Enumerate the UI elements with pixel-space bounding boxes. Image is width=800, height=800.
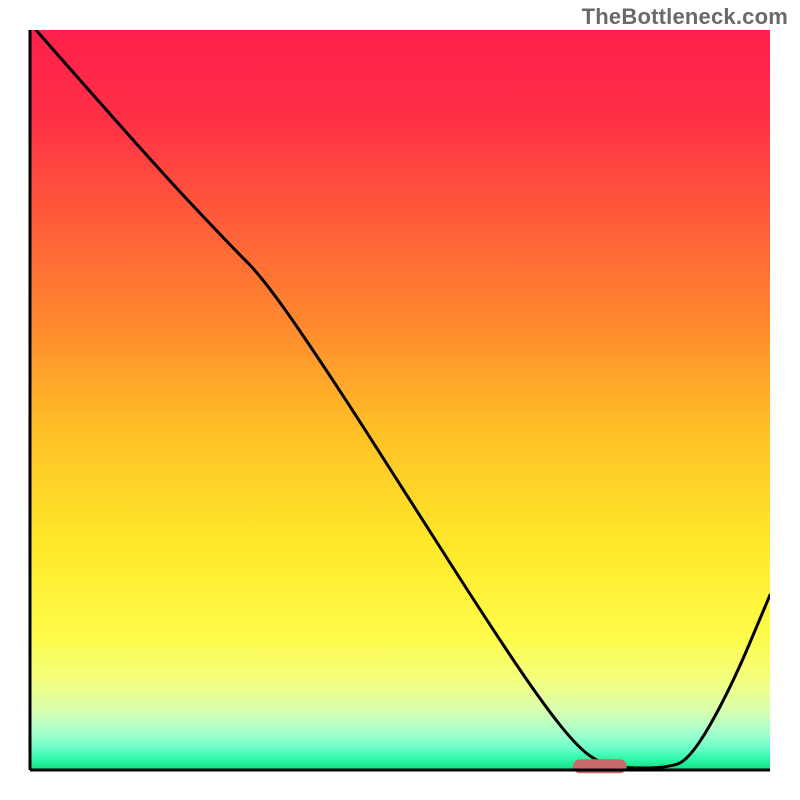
chart-container: TheBottleneck.com	[0, 0, 800, 800]
gradient-background	[30, 30, 770, 770]
watermark-text: TheBottleneck.com	[582, 4, 788, 30]
bottleneck-curve-chart	[0, 0, 800, 800]
